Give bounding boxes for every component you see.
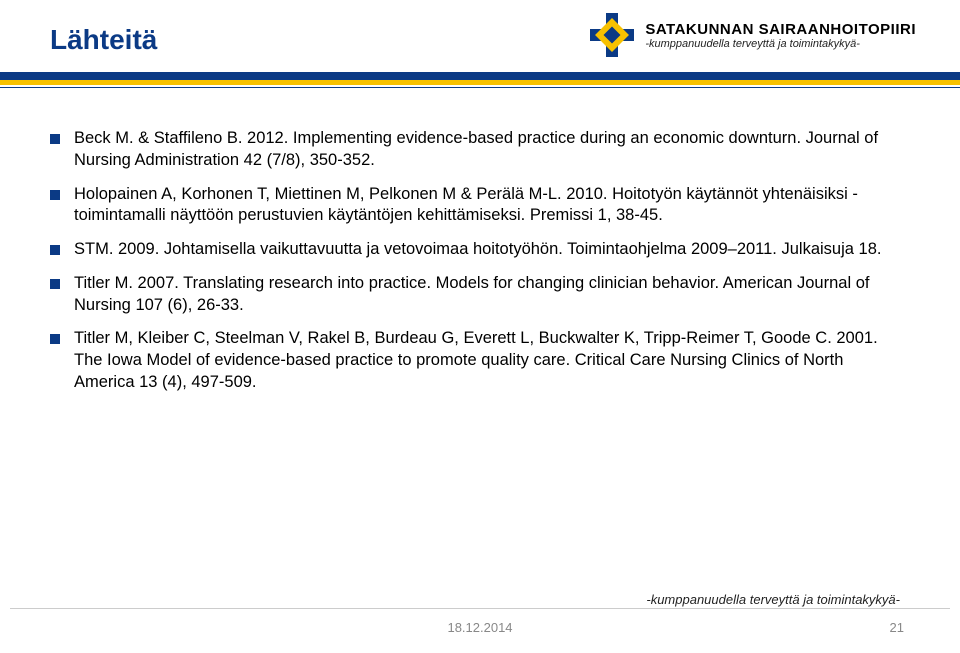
bullet-marker-icon [50, 190, 60, 200]
bullet-marker-icon [50, 245, 60, 255]
bullet-list: Beck M. & Staffileno B. 2012. Implementi… [50, 128, 910, 394]
bullet-text: Titler M, Kleiber C, Steelman V, Rakel B… [74, 328, 890, 393]
list-item: Holopainen A, Korhonen T, Miettinen M, P… [50, 184, 890, 228]
slide: Lähteitä SATAKUNNAN SAIRAANHOITOPIIRI -k… [0, 0, 960, 653]
footer-divider [10, 608, 950, 609]
bullet-marker-icon [50, 279, 60, 289]
footer-tagline: -kumppanuudella terveyttä ja toimintakyk… [646, 592, 900, 607]
bullet-text: Titler M. 2007. Translating research int… [74, 273, 890, 317]
bullet-text: Holopainen A, Korhonen T, Miettinen M, P… [74, 184, 890, 228]
list-item: STM. 2009. Johtamisella vaikuttavuutta j… [50, 239, 890, 261]
brand-tagline: -kumppanuudella terveyttä ja toimintakyk… [645, 38, 916, 50]
bullet-marker-icon [50, 134, 60, 144]
list-item: Beck M. & Staffileno B. 2012. Implementi… [50, 128, 890, 172]
footer-date: 18.12.2014 [447, 620, 512, 635]
brand-text: SATAKUNNAN SAIRAANHOITOPIIRI -kumppanuud… [645, 21, 916, 50]
bullet-marker-icon [50, 334, 60, 344]
bullet-text: Beck M. & Staffileno B. 2012. Implementi… [74, 128, 890, 172]
brand-name: SATAKUNNAN SAIRAANHOITOPIIRI [645, 21, 916, 38]
brand-logo-block: SATAKUNNAN SAIRAANHOITOPIIRI -kumppanuud… [585, 12, 920, 60]
list-item: Titler M, Kleiber C, Steelman V, Rakel B… [50, 328, 890, 393]
list-item: Titler M. 2007. Translating research int… [50, 273, 890, 317]
header-divider [0, 72, 960, 90]
brand-logo-icon [589, 12, 635, 58]
footer-page-number: 21 [890, 620, 904, 635]
bullet-text: STM. 2009. Johtamisella vaikuttavuutta j… [74, 239, 890, 261]
